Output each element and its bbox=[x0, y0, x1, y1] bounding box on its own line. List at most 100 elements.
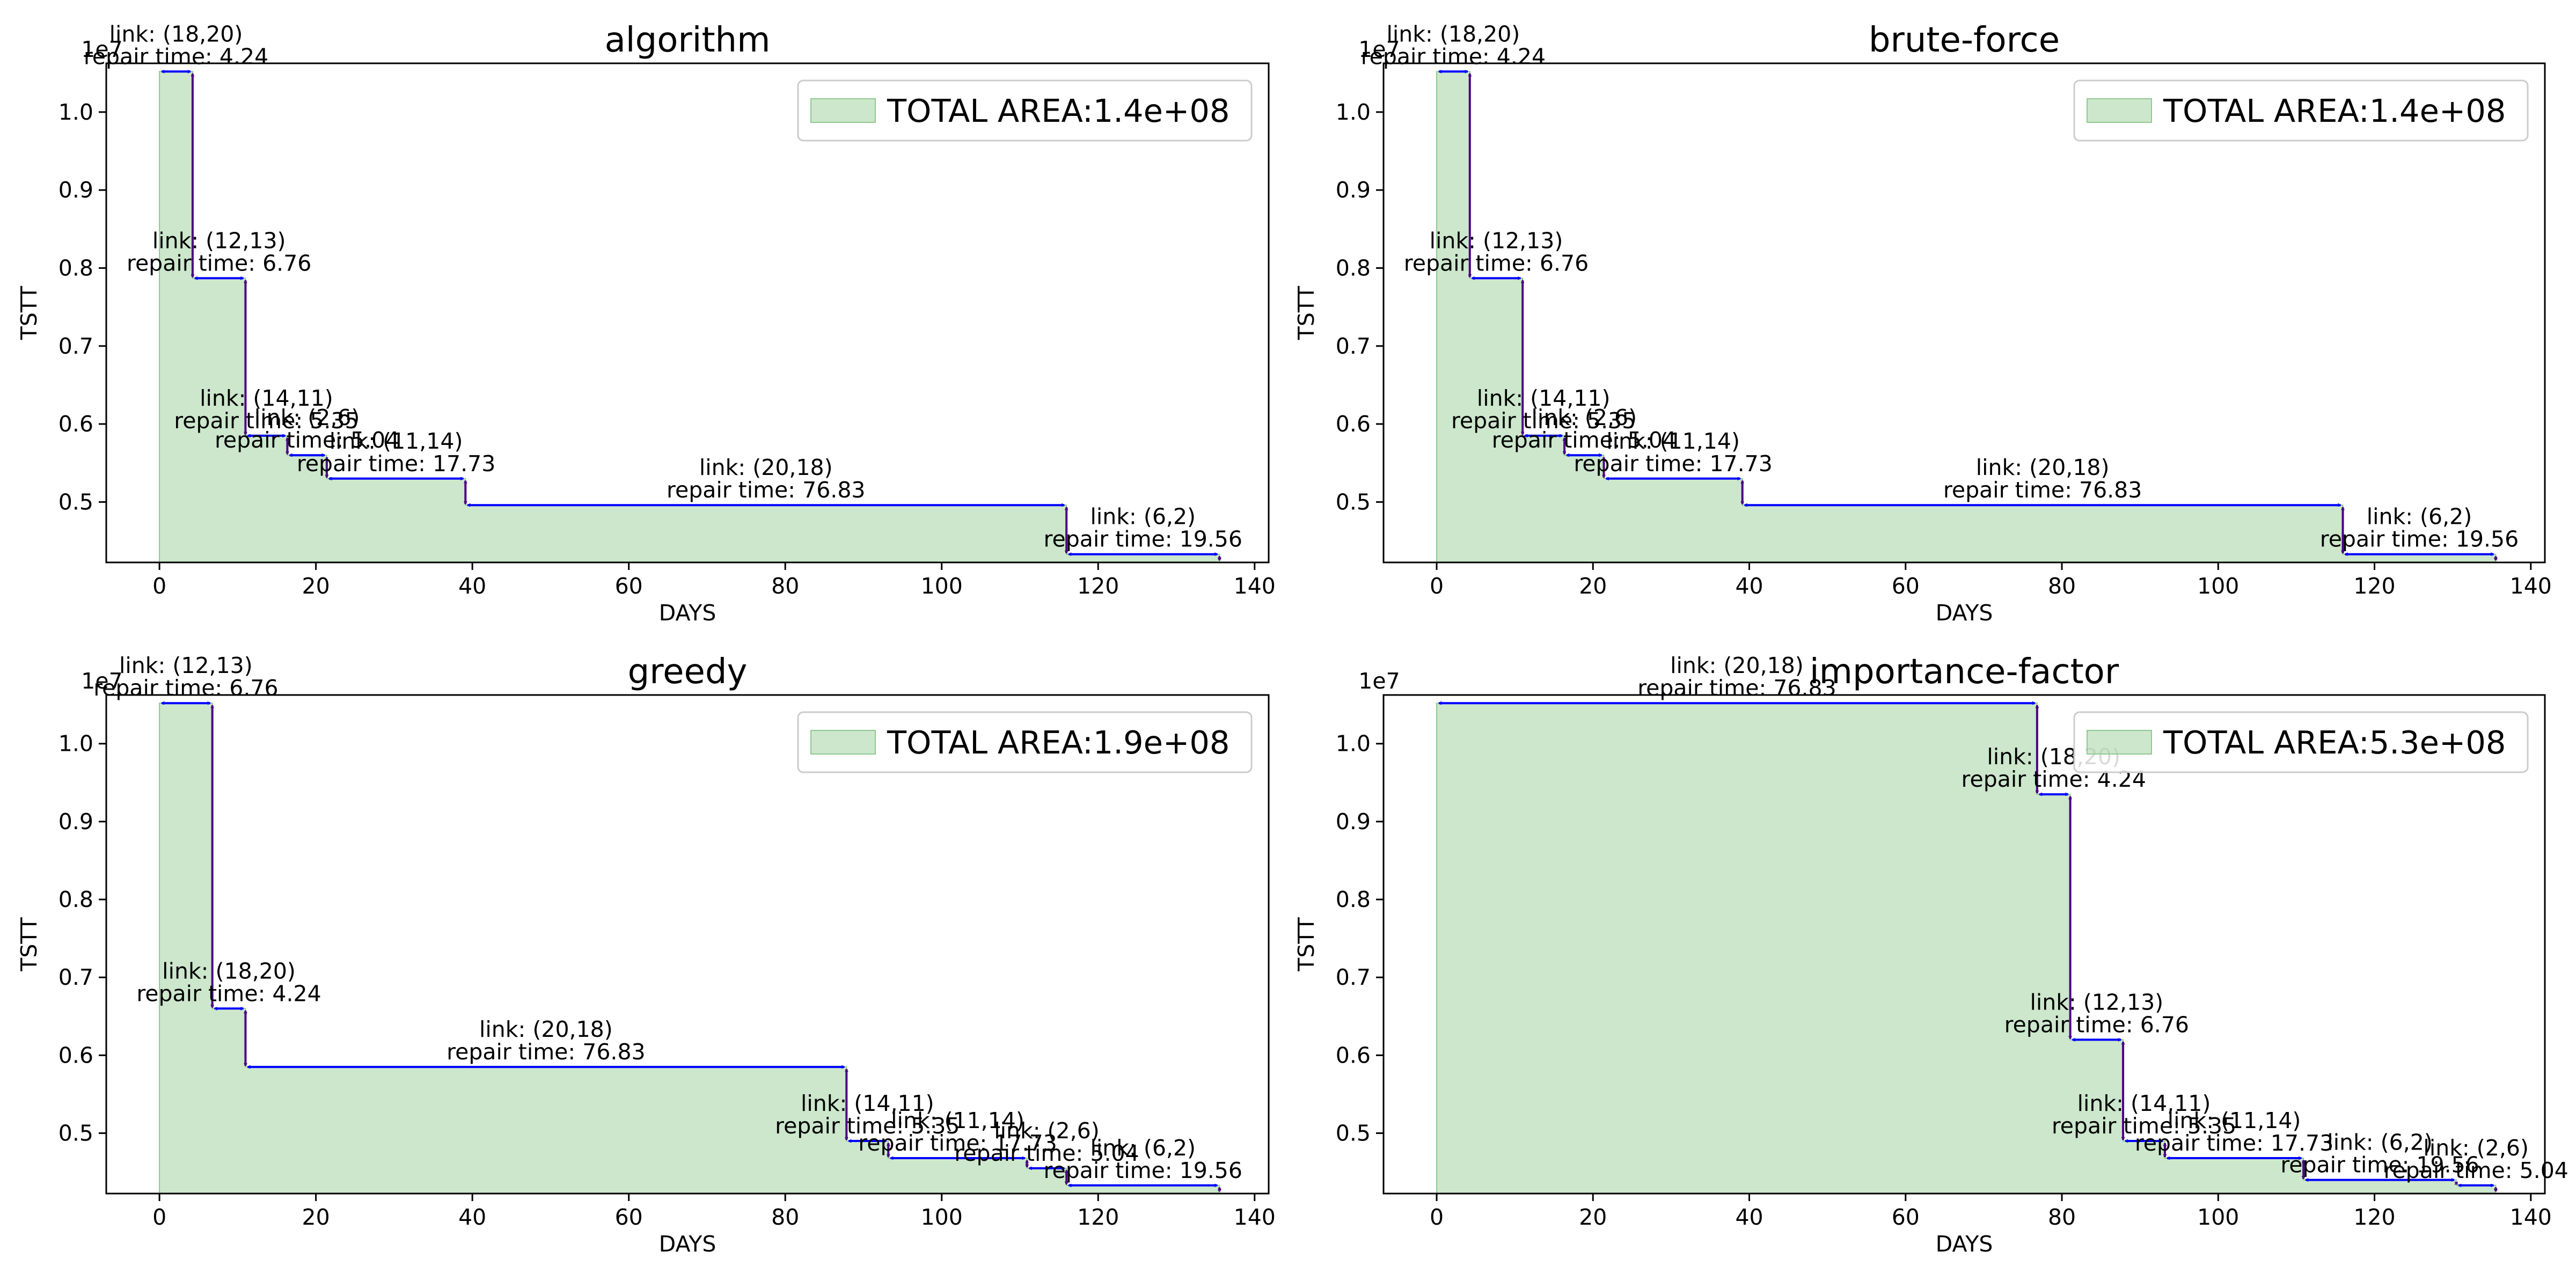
annotation-repair-label: repair time: 6.76 bbox=[1404, 250, 1589, 276]
annotation-repair-label: repair time: 76.83 bbox=[667, 477, 865, 503]
annotation-repair-label: repair time: 5.04 bbox=[1492, 427, 1677, 453]
x-tick-label: 140 bbox=[1234, 1204, 1276, 1230]
annotation-repair-label: repair time: 19.56 bbox=[2280, 1152, 2479, 1178]
x-axis-label: DAYS bbox=[1936, 600, 1993, 626]
x-tick-label: 40 bbox=[458, 573, 486, 599]
x-tick-label: 100 bbox=[2197, 1204, 2239, 1230]
y-tick-label: 0.5 bbox=[1336, 489, 1371, 515]
annotation-link-label: link: (14,11) bbox=[1477, 385, 1611, 411]
annotation-link-label: link: (2,6) bbox=[2423, 1135, 2529, 1161]
annotation-link-label: link: (12,13) bbox=[119, 653, 253, 678]
annotation-link-label: link: (20,18) bbox=[1670, 653, 1804, 678]
annotation-link-label: link: (18,20) bbox=[109, 21, 243, 47]
legend-label: TOTAL AREA:1.4e+08 bbox=[887, 92, 1230, 129]
annotation-link-label: link: (20,18) bbox=[699, 455, 833, 480]
annotation-repair-label: repair time: 76.83 bbox=[1637, 675, 1836, 701]
chart-panel: link: (18,20)repair time: 4.24 link: (12,… bbox=[16, 20, 1276, 626]
legend-box bbox=[2073, 711, 2529, 773]
y-tick-label: 1.0 bbox=[58, 99, 93, 125]
annotation-link-label: link: (6,2) bbox=[1090, 504, 1196, 530]
y-offset-text: 1e7 bbox=[81, 668, 122, 694]
x-tick-label: 60 bbox=[1892, 573, 1920, 599]
chart-panel: link: (12,13)repair time: 6.76 link: (18,… bbox=[16, 652, 1276, 1257]
y-tick-label: 0.8 bbox=[58, 887, 93, 912]
x-tick-label: 140 bbox=[2510, 1204, 2552, 1230]
y-tick-label: 0.6 bbox=[1336, 1042, 1371, 1068]
legend-label: TOTAL AREA:5.3e+08 bbox=[2163, 724, 2506, 761]
legend-swatch bbox=[2087, 730, 2152, 755]
y-axis-label: TSTT bbox=[16, 286, 42, 340]
annotation-link-label: link: (20,18) bbox=[1976, 455, 2110, 480]
y-tick-label: 1.0 bbox=[58, 731, 93, 757]
annotation-repair-label: repair time: 5.04 bbox=[2384, 1158, 2568, 1183]
y-tick-label: 0.8 bbox=[1336, 887, 1371, 912]
legend-swatch bbox=[2087, 98, 2152, 123]
x-tick-label: 0 bbox=[152, 1204, 166, 1230]
y-axis-label: TSTT bbox=[1293, 917, 1319, 971]
x-tick-label: 120 bbox=[2353, 573, 2395, 599]
panel-title: importance-factor bbox=[1810, 652, 2119, 692]
x-tick-label: 40 bbox=[1735, 573, 1763, 599]
annotation-repair-label: repair time: 6.76 bbox=[127, 250, 311, 276]
annotation-repair-label: repair time: 19.56 bbox=[1044, 1158, 1242, 1183]
annotation-repair-label: repair time: 5.04 bbox=[215, 427, 399, 453]
annotation-repair-label: repair time: 17.73 bbox=[2135, 1130, 2333, 1156]
x-tick-label: 20 bbox=[302, 1204, 330, 1230]
annotation-repair-label: repair time: 76.83 bbox=[1943, 477, 2142, 503]
annotation-link-label: link: (14,11) bbox=[801, 1091, 934, 1116]
y-tick-label: 1.0 bbox=[1336, 731, 1371, 757]
y-tick-label: 1.0 bbox=[1336, 99, 1371, 125]
x-tick-label: 80 bbox=[2048, 573, 2076, 599]
annotation-link-label: link: (6,2) bbox=[1090, 1135, 1196, 1161]
legend-box bbox=[797, 711, 1253, 773]
x-tick-label: 120 bbox=[1077, 1204, 1119, 1230]
x-tick-label: 0 bbox=[152, 573, 166, 599]
x-tick-label: 120 bbox=[2353, 1204, 2395, 1230]
x-tick-label: 80 bbox=[771, 573, 799, 599]
x-tick-label: 20 bbox=[1579, 573, 1607, 599]
x-tick-label: 60 bbox=[615, 573, 643, 599]
annotation-repair-label: repair time: 5.35 bbox=[174, 408, 358, 434]
annotation-repair-label: repair time: 17.73 bbox=[297, 451, 495, 477]
x-tick-label: 40 bbox=[1735, 1204, 1763, 1230]
annotation-repair-label: repair time: 5.35 bbox=[775, 1113, 960, 1139]
y-tick-label: 0.5 bbox=[58, 1121, 93, 1146]
y-tick-label: 0.6 bbox=[1336, 411, 1371, 437]
x-axis-label: DAYS bbox=[1936, 1231, 1993, 1257]
y-tick-label: 0.9 bbox=[58, 177, 93, 203]
annotation-link-label: link: (2,6) bbox=[994, 1118, 1100, 1144]
legend-label: TOTAL AREA:1.9e+08 bbox=[887, 724, 1230, 761]
x-tick-label: 80 bbox=[2048, 1204, 2076, 1230]
legend: TOTAL AREA:1.9e+08 bbox=[797, 711, 1253, 773]
axes-frame bbox=[1382, 62, 2546, 564]
x-tick-label: 60 bbox=[1892, 1204, 1920, 1230]
axes-frame bbox=[105, 694, 1270, 1195]
annotation-link-label: link: (18,20) bbox=[1387, 21, 1520, 47]
x-tick-label: 140 bbox=[2510, 573, 2552, 599]
annotation-repair-label: repair time: 17.73 bbox=[1574, 451, 1772, 477]
y-axis-label: TSTT bbox=[16, 917, 42, 971]
y-axis-label: TSTT bbox=[1293, 286, 1319, 340]
annotation-link-label: link: (6,2) bbox=[2367, 504, 2472, 530]
annotation-link-label: link: (6,2) bbox=[2327, 1130, 2433, 1155]
y-tick-label: 0.5 bbox=[58, 489, 93, 515]
x-tick-label: 40 bbox=[458, 1204, 486, 1230]
x-tick-label: 20 bbox=[1579, 1204, 1607, 1230]
annotation-repair-label: repair time: 76.83 bbox=[447, 1039, 645, 1065]
x-tick-label: 80 bbox=[771, 1204, 799, 1230]
y-tick-label: 0.7 bbox=[1336, 964, 1371, 990]
annotation-link-label: link: (12,13) bbox=[1430, 228, 1563, 253]
annotation-repair-label: repair time: 19.56 bbox=[1044, 526, 1242, 552]
y-tick-label: 0.9 bbox=[1336, 177, 1371, 203]
legend-swatch bbox=[810, 98, 876, 123]
y-tick-label: 0.7 bbox=[58, 333, 93, 359]
annotation-repair-label: repair time: 5.35 bbox=[2052, 1113, 2236, 1139]
annotation-link-label: link: (14,11) bbox=[2077, 1091, 2211, 1116]
legend: TOTAL AREA:1.4e+08 bbox=[2073, 79, 2529, 142]
x-tick-label: 140 bbox=[1234, 573, 1276, 599]
annotation-link-label: link: (20,18) bbox=[479, 1016, 613, 1042]
y-tick-label: 0.5 bbox=[1336, 1121, 1371, 1146]
axes-frame bbox=[105, 62, 1270, 564]
